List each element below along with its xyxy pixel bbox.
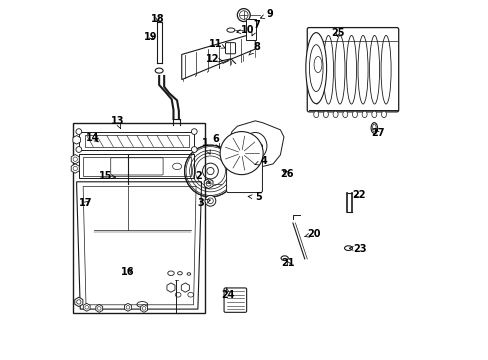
Text: 10: 10 bbox=[236, 26, 254, 35]
FancyBboxPatch shape bbox=[226, 144, 262, 193]
Text: 20: 20 bbox=[304, 229, 321, 239]
Text: 11: 11 bbox=[209, 39, 225, 49]
Circle shape bbox=[237, 9, 250, 22]
FancyBboxPatch shape bbox=[224, 288, 246, 312]
Ellipse shape bbox=[370, 123, 377, 134]
Ellipse shape bbox=[352, 111, 357, 118]
Text: 5: 5 bbox=[247, 192, 261, 202]
Polygon shape bbox=[182, 33, 255, 80]
Circle shape bbox=[76, 129, 81, 134]
Text: 14: 14 bbox=[86, 133, 100, 143]
Text: 4: 4 bbox=[255, 156, 267, 166]
Text: 26: 26 bbox=[280, 168, 293, 179]
Circle shape bbox=[76, 147, 81, 152]
Text: 2: 2 bbox=[195, 171, 210, 184]
Text: 12: 12 bbox=[206, 54, 222, 64]
Text: 16: 16 bbox=[121, 267, 134, 277]
Text: 18: 18 bbox=[151, 14, 164, 24]
Text: 21: 21 bbox=[281, 258, 294, 268]
Ellipse shape bbox=[332, 111, 337, 118]
Text: 3: 3 bbox=[197, 198, 210, 208]
Text: 8: 8 bbox=[248, 42, 260, 55]
Bar bbox=[73, 123, 204, 313]
Text: 9: 9 bbox=[260, 9, 273, 19]
Ellipse shape bbox=[305, 33, 326, 104]
Ellipse shape bbox=[323, 111, 328, 118]
Text: 25: 25 bbox=[330, 28, 344, 38]
Circle shape bbox=[184, 145, 236, 197]
Ellipse shape bbox=[342, 111, 347, 118]
Circle shape bbox=[236, 148, 246, 158]
Ellipse shape bbox=[381, 111, 386, 118]
Text: 17: 17 bbox=[79, 198, 93, 208]
Text: 27: 27 bbox=[370, 129, 384, 138]
Text: 6: 6 bbox=[212, 134, 219, 148]
Text: 23: 23 bbox=[348, 244, 366, 254]
Text: 24: 24 bbox=[221, 288, 234, 301]
FancyBboxPatch shape bbox=[225, 42, 235, 54]
Text: 13: 13 bbox=[110, 116, 123, 129]
Circle shape bbox=[204, 195, 215, 206]
Circle shape bbox=[220, 132, 263, 175]
Ellipse shape bbox=[313, 111, 318, 118]
Bar bbox=[246, 19, 256, 40]
Text: 22: 22 bbox=[352, 190, 365, 200]
Text: 19: 19 bbox=[143, 32, 157, 41]
Text: 7: 7 bbox=[251, 20, 260, 36]
Ellipse shape bbox=[362, 111, 366, 118]
Circle shape bbox=[191, 147, 197, 152]
Circle shape bbox=[191, 129, 197, 134]
Circle shape bbox=[202, 163, 218, 179]
Circle shape bbox=[184, 145, 236, 197]
Ellipse shape bbox=[371, 111, 376, 118]
Text: 1: 1 bbox=[201, 139, 210, 154]
Text: 15: 15 bbox=[99, 171, 115, 181]
